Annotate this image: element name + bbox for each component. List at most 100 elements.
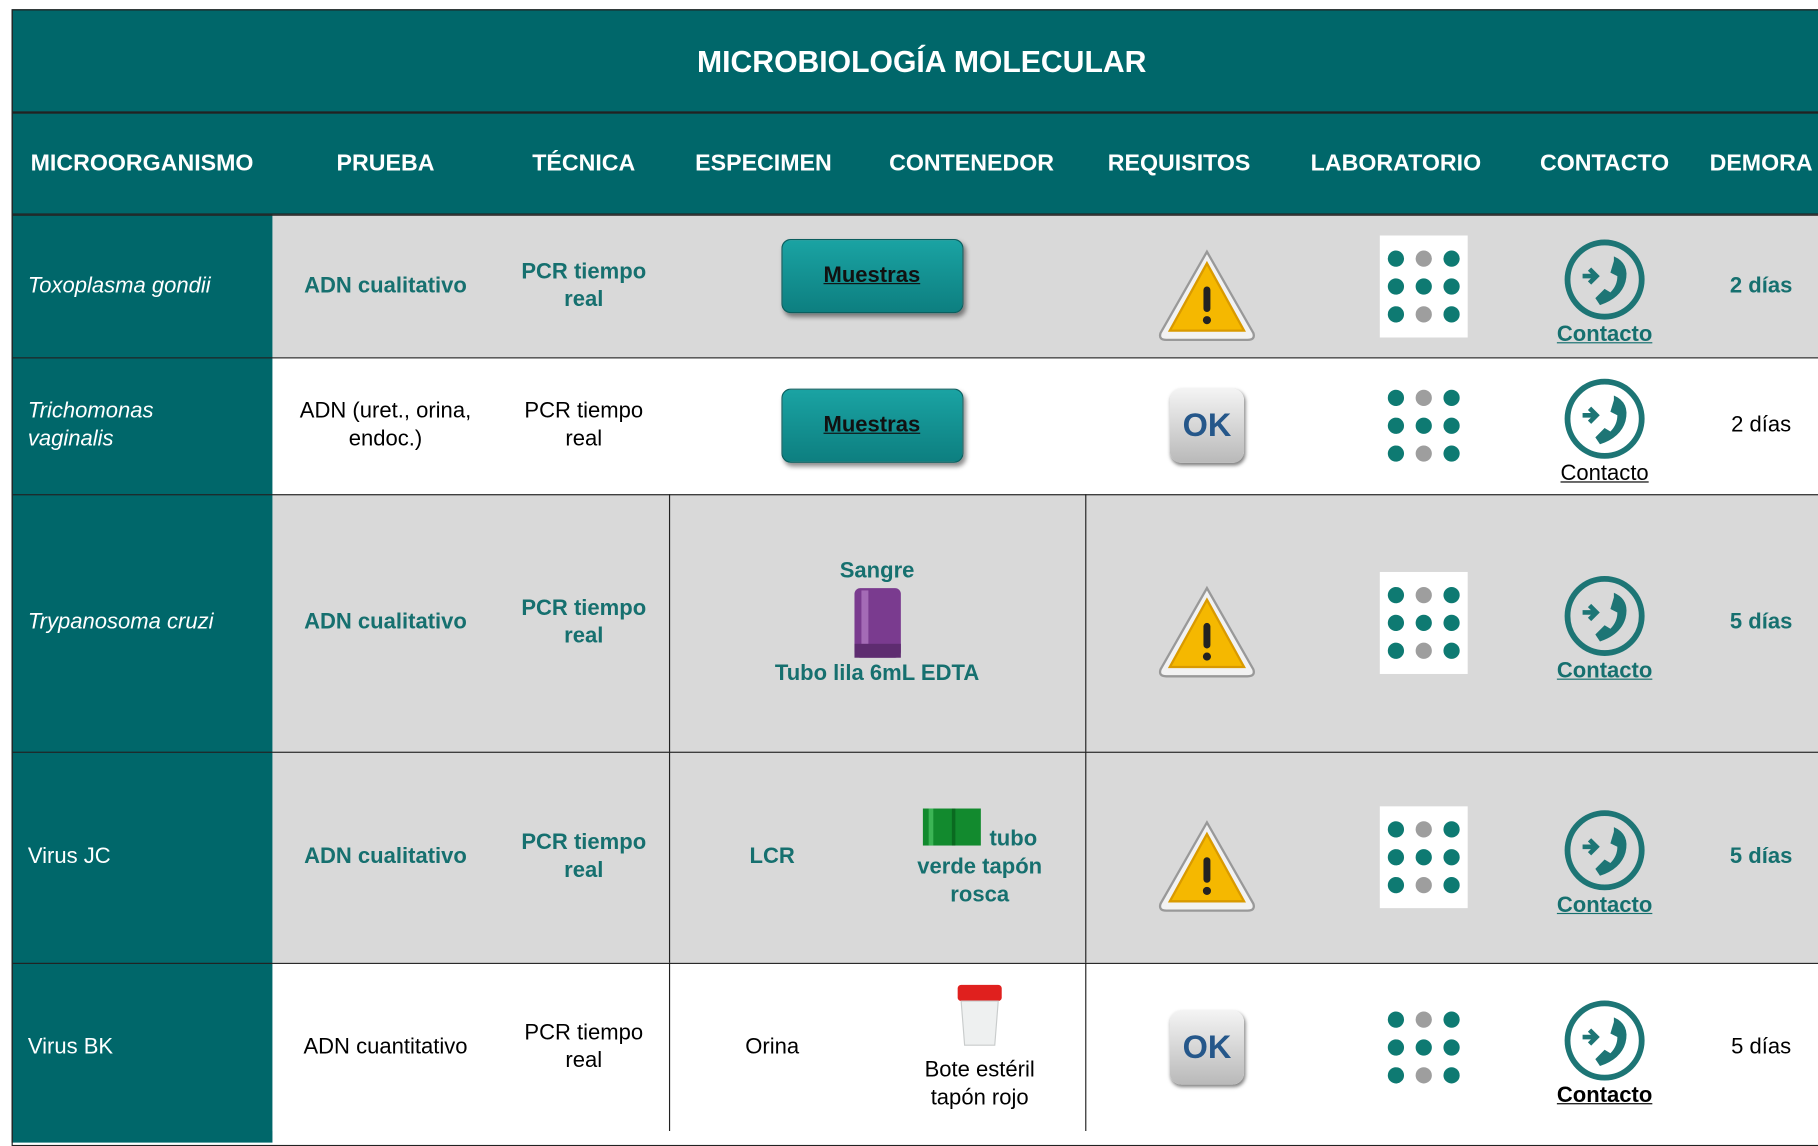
laboratory [1368, 494, 1479, 752]
lab-icon [1379, 806, 1468, 909]
lab-icon-part [1443, 849, 1460, 866]
organism: Virus JC [27, 844, 111, 869]
test: ADN cualitativo [304, 273, 467, 298]
row-separator [11, 962, 273, 964]
warning-icon [1157, 818, 1257, 915]
column-header: CONTACTO [1539, 150, 1670, 177]
requirements: OK [1148, 357, 1266, 494]
specimen: LCR [749, 844, 795, 869]
laboratory [1368, 752, 1479, 963]
test: ADN (uret., orina, endoc.) [299, 399, 472, 452]
contact-link[interactable]: Contacto [1556, 321, 1653, 347]
samples-button[interactable]: Muestras [780, 238, 963, 313]
phone-icon-part [1582, 838, 1600, 856]
laboratory [1368, 963, 1479, 1131]
row-background [272, 962, 1818, 1131]
contact-cell: Contacto [1519, 494, 1691, 752]
organism: Virus BK [27, 1034, 114, 1059]
lab-icon-part [1387, 614, 1405, 632]
phone-icon [1563, 237, 1646, 321]
container: tubo verde tapón rosca [917, 826, 1043, 907]
phone-icon [1563, 574, 1646, 658]
organism: Trypanosoma cruzi [27, 610, 214, 635]
test: ADN cualitativo [304, 844, 467, 869]
lab-icon [1379, 995, 1468, 1098]
lab-icon-part [1415, 849, 1432, 866]
phone-icon-part [1595, 827, 1627, 876]
lab-icon-part [1443, 1038, 1460, 1056]
contact-link[interactable]: Contacto [1556, 1082, 1653, 1108]
lab-icon [1379, 234, 1468, 337]
lab-icon-part [1415, 586, 1432, 604]
lab-icon-part [1443, 445, 1460, 462]
lab-icon-part [1387, 642, 1405, 659]
lab-icon-part [1387, 305, 1405, 322]
phone-icon-part [1582, 406, 1600, 424]
row-separator [11, 494, 273, 496]
container-cell: tubo verde tapón rosca [899, 752, 1061, 963]
column-header: CONTENEDOR [889, 150, 1055, 177]
specimen: Orina [745, 1034, 800, 1059]
warning-icon [1157, 583, 1257, 680]
delay: 5 días [1729, 610, 1793, 635]
technique: PCR tiempo real [521, 830, 647, 883]
requirements [1148, 215, 1266, 358]
column-header: MICROORGANISMO [30, 150, 254, 177]
cell-divider [1085, 494, 1087, 752]
lab-icon-part [1379, 571, 1468, 674]
specimen-container: Sangre Tubo lila 6mL EDTA [669, 494, 1085, 752]
warning-icon-part [1202, 652, 1211, 661]
samples-button[interactable]: Muestras [780, 388, 963, 463]
ok-icon: OK [1169, 388, 1245, 463]
lab-icon-part [1443, 821, 1460, 838]
delay: 5 días [1731, 1034, 1792, 1059]
phone-icon-part [1564, 810, 1645, 891]
cup-icon-part [957, 984, 1002, 1046]
lab-icon-part [1415, 249, 1432, 267]
technique: PCR tiempo real [521, 596, 647, 649]
lab-icon-part [1443, 586, 1460, 604]
specimen: Sangre [839, 559, 915, 584]
lab-icon-part [1443, 614, 1460, 632]
lab-icon-part [1415, 277, 1432, 295]
requirements [1148, 752, 1266, 963]
technique: PCR tiempo real [524, 399, 644, 452]
lab-icon-part [1443, 876, 1460, 894]
title-bar [11, 9, 1818, 113]
phone-icon [1563, 998, 1646, 1082]
column-header: PRUEBA [336, 150, 435, 177]
phone-icon-part [1564, 378, 1645, 459]
cell-divider [668, 751, 671, 963]
row-background [272, 357, 1818, 495]
cell-divider [668, 494, 671, 752]
title: MICROBIOLOGÍA MOLECULAR [697, 43, 1147, 79]
container-cell: Bote estéril tapón rojo [899, 963, 1061, 1131]
column-header: TÉCNICA [532, 150, 636, 177]
phone-icon-part [1564, 575, 1645, 656]
tube-icon-part [860, 590, 868, 656]
warning-icon-part [1158, 585, 1255, 678]
phone-icon-part [1564, 575, 1645, 656]
lab-icon-part [1415, 305, 1432, 322]
phone-icon-part [1582, 266, 1600, 285]
contact-link[interactable]: Contacto [1556, 658, 1653, 684]
contact-link[interactable]: Contacto [1556, 893, 1653, 918]
lab-icon-part [1387, 249, 1405, 267]
tube-icon [922, 806, 982, 854]
row-separator [11, 214, 273, 216]
lab-icon [1379, 374, 1468, 477]
requirements [1148, 494, 1266, 752]
lab-icon-part [1387, 277, 1405, 295]
lab-icon-part [1415, 614, 1432, 632]
lab-icon-part [1415, 1038, 1432, 1056]
lab-icon-part [1443, 1010, 1460, 1028]
test: ADN cuantitativo [303, 1034, 468, 1059]
delay: 5 días [1729, 844, 1793, 869]
column-header: ESPECIMEN [695, 150, 832, 177]
lab-icon-part [1387, 821, 1405, 838]
cup-icon-part [957, 984, 1002, 1001]
container-text: tubo verde tapón rosca [904, 806, 1055, 909]
contact-link[interactable]: Contacto [1560, 461, 1649, 487]
warning-icon-part [1158, 248, 1255, 341]
